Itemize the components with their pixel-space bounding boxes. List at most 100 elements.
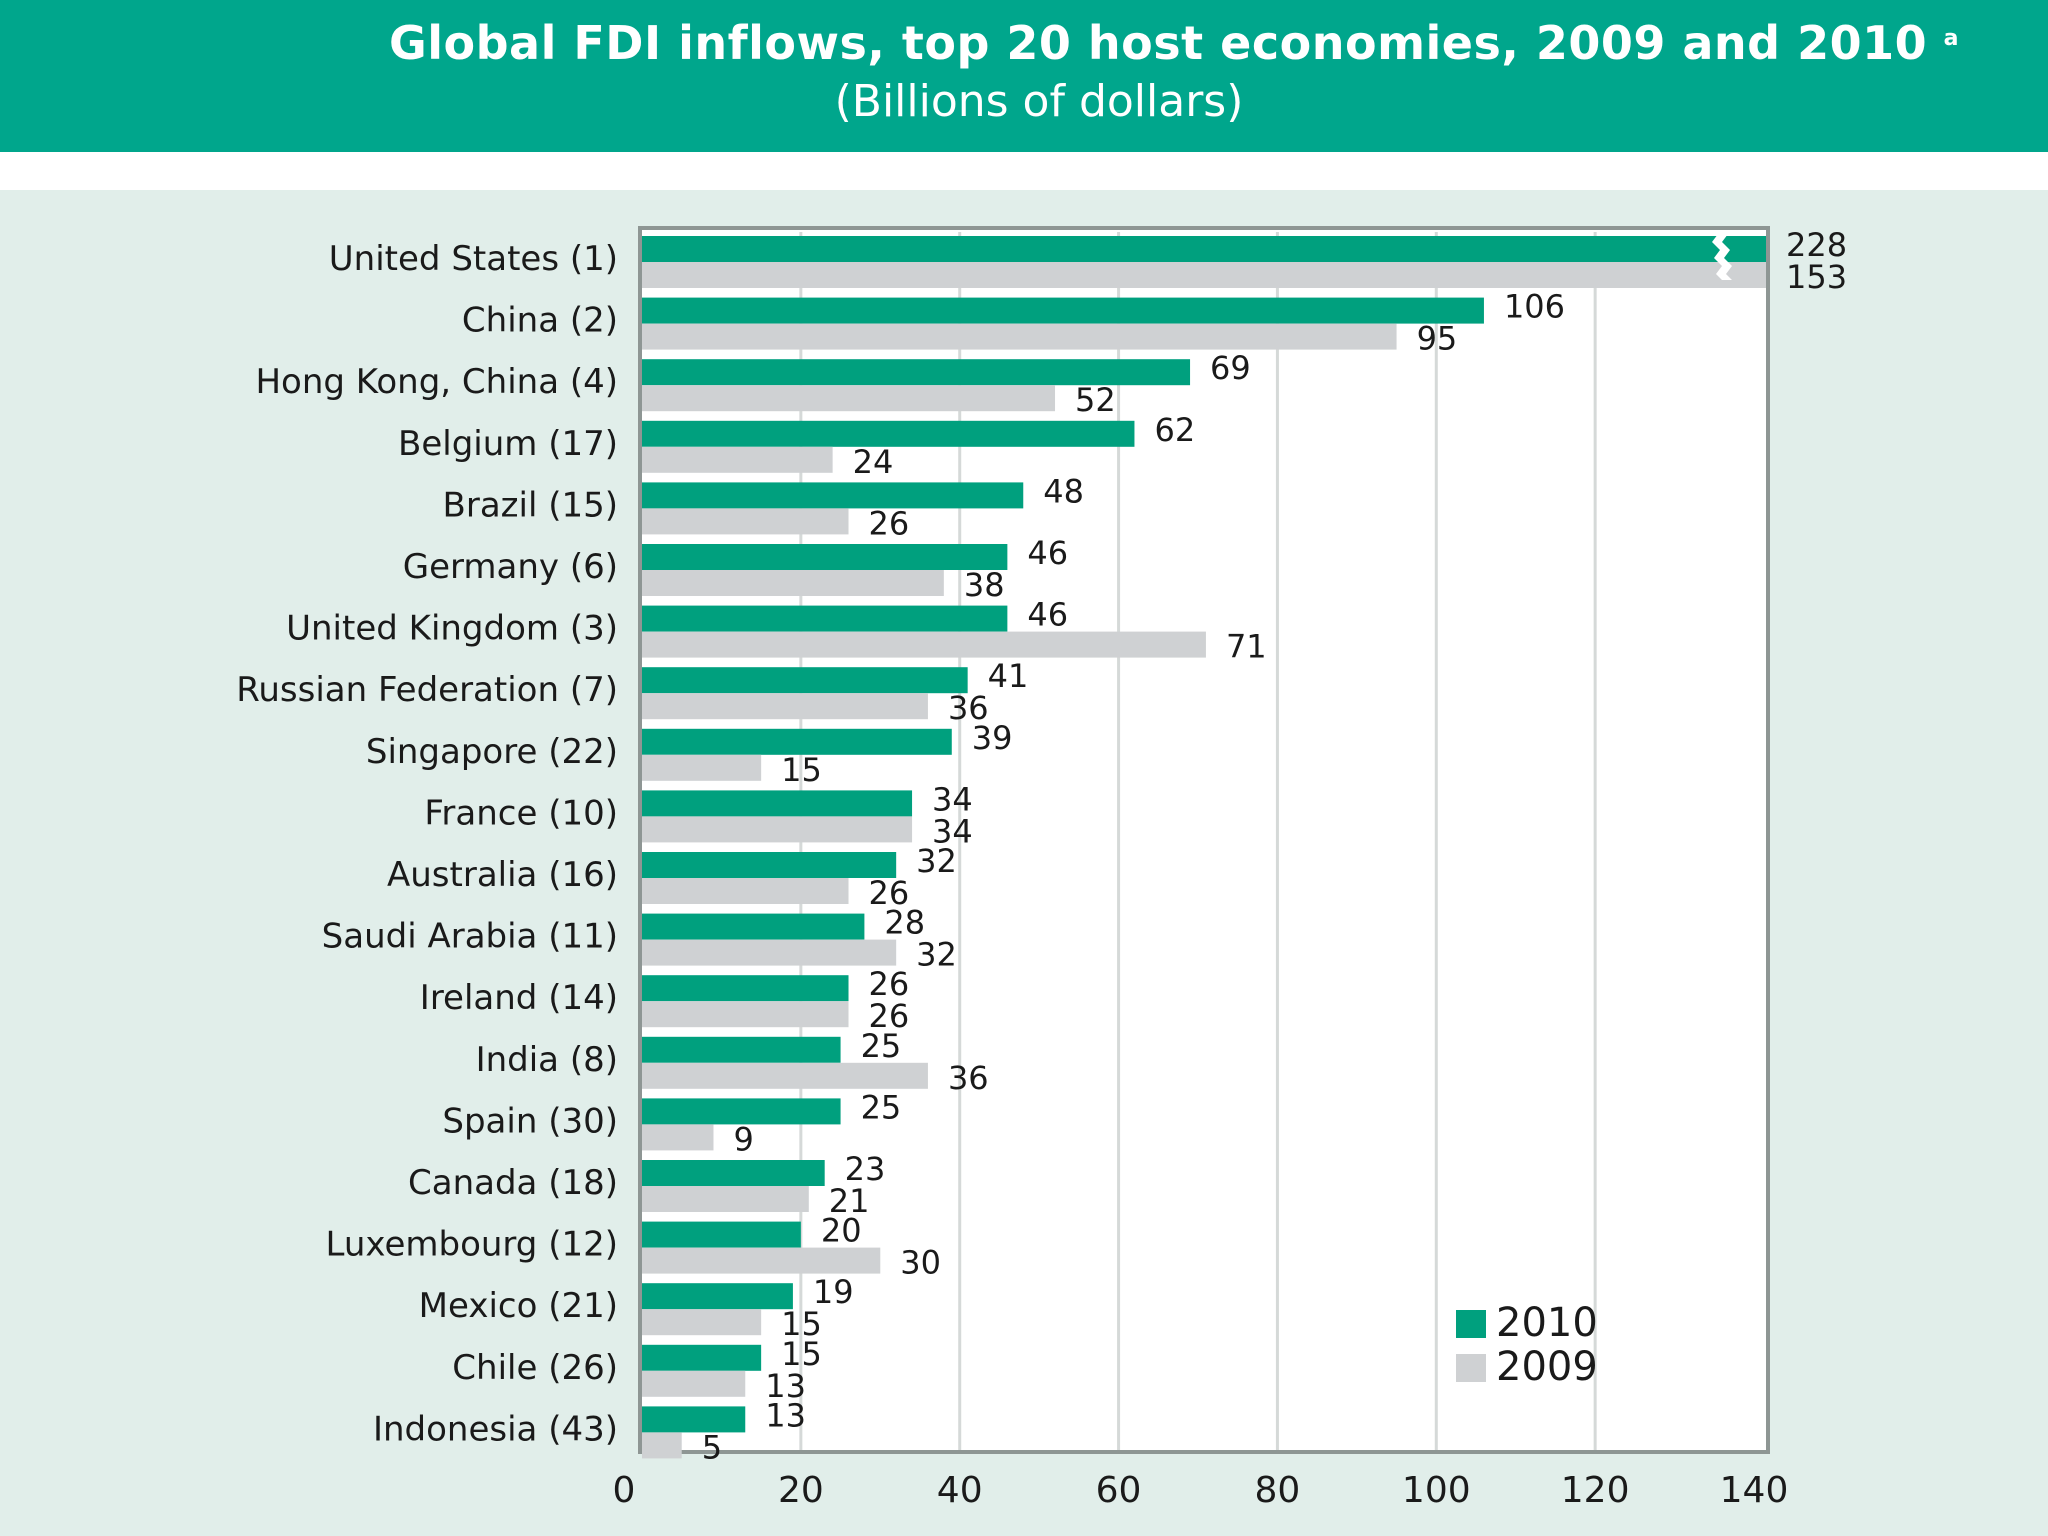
axis-break-mark xyxy=(1712,234,1732,280)
category-label: Luxembourg (12) xyxy=(325,1225,618,1265)
x-tick-label: 80 xyxy=(1255,1470,1301,1511)
bar-2009 xyxy=(642,1186,809,1212)
bar-2010 xyxy=(642,359,1191,386)
data-label-2010: 228 xyxy=(1786,226,1847,264)
category-label: Chile (26) xyxy=(452,1348,618,1388)
x-tick-label: 0 xyxy=(613,1470,636,1511)
bar-2009 xyxy=(642,693,928,720)
bar-2009 xyxy=(642,1432,682,1459)
bar-2009 xyxy=(642,1247,881,1274)
bar-2010 xyxy=(642,482,1024,509)
bar-2010 xyxy=(642,913,865,940)
bar-2010 xyxy=(642,790,913,817)
bar-2009 xyxy=(642,508,849,535)
data-label-2010: 26 xyxy=(869,965,910,1003)
data-label-2010: 13 xyxy=(765,1396,806,1434)
bar-2010 xyxy=(642,297,1484,324)
data-label-2009: 9 xyxy=(733,1120,753,1158)
data-label-2010: 28 xyxy=(884,904,925,942)
data-label-2010: 20 xyxy=(821,1212,862,1250)
chart-title: Global FDI inflows, top 20 host economie… xyxy=(388,16,1928,70)
data-label-2009: 5 xyxy=(702,1428,722,1466)
bar-2009 xyxy=(642,1001,849,1028)
data-label-2009: 24 xyxy=(853,443,894,481)
bar-2010 xyxy=(642,605,1008,632)
bar-2009 xyxy=(642,1370,746,1397)
bar-2009 xyxy=(642,323,1397,350)
data-label-2009: 32 xyxy=(916,936,957,974)
data-label-2010: 34 xyxy=(932,780,973,818)
data-label-2010: 39 xyxy=(972,719,1013,757)
bar-2009 xyxy=(642,262,1766,288)
data-label-2010: 46 xyxy=(1027,534,1068,572)
bar-2010 xyxy=(642,1406,746,1433)
category-label: Russian Federation (7) xyxy=(236,670,618,710)
data-label-2010: 48 xyxy=(1043,472,1084,510)
data-label-2010: 62 xyxy=(1154,411,1195,449)
x-tick-label: 60 xyxy=(1096,1470,1142,1511)
bar-2010 xyxy=(642,1221,801,1248)
category-label: Spain (30) xyxy=(442,1101,618,1141)
legend-label-2010: 2010 xyxy=(1496,1300,1598,1346)
data-label-2010: 46 xyxy=(1027,596,1068,634)
bar-2010 xyxy=(642,1283,793,1310)
chart-subtitle: (Billions of dollars) xyxy=(834,76,1244,127)
category-label: Brazil (15) xyxy=(443,485,618,525)
x-tick-label: 140 xyxy=(1720,1470,1789,1511)
category-label: Canada (18) xyxy=(408,1163,618,1203)
bar-2010 xyxy=(642,667,968,694)
category-label: Singapore (22) xyxy=(366,732,618,772)
category-label: United Kingdom (3) xyxy=(286,609,618,649)
x-tick-label: 100 xyxy=(1402,1470,1471,1511)
bar-2009 xyxy=(642,1124,714,1151)
data-label-2009: 153 xyxy=(1786,258,1847,296)
category-label: Indonesia (43) xyxy=(373,1409,618,1449)
bar-2009 xyxy=(642,631,1206,658)
bar-2010 xyxy=(642,728,952,755)
category-label: Australia (16) xyxy=(387,855,618,895)
bar-2009 xyxy=(642,754,762,781)
data-label-2009: 15 xyxy=(781,751,822,789)
category-label: United States (1) xyxy=(329,239,618,279)
data-label-2009: 34 xyxy=(932,812,973,850)
legend-swatch-2009 xyxy=(1456,1354,1486,1382)
bar-2009 xyxy=(642,446,833,473)
bar-2009 xyxy=(642,1062,928,1089)
x-tick-label: 40 xyxy=(937,1470,983,1511)
category-label: India (8) xyxy=(476,1040,618,1080)
data-label-2010: 23 xyxy=(845,1150,886,1188)
bars xyxy=(642,234,1766,1459)
bar-2010 xyxy=(642,1160,825,1186)
data-label-2010: 41 xyxy=(988,657,1029,695)
data-label-2009: 52 xyxy=(1075,381,1116,419)
bar-2010 xyxy=(642,236,1766,262)
data-label-2009: 95 xyxy=(1417,320,1458,358)
data-label-2010: 15 xyxy=(781,1335,822,1373)
category-label: Ireland (14) xyxy=(420,978,618,1018)
x-tick-label: 20 xyxy=(778,1470,824,1511)
bar-2009 xyxy=(642,939,897,966)
data-label-2009: 36 xyxy=(948,1059,989,1097)
data-label-2009: 13 xyxy=(765,1367,806,1405)
data-label-2009: 30 xyxy=(900,1244,941,1282)
data-label-2009: 15 xyxy=(781,1305,822,1343)
category-label: China (2) xyxy=(462,301,618,341)
category-label: France (10) xyxy=(424,793,618,833)
data-label-2009: 36 xyxy=(948,689,989,727)
category-label: Hong Kong, China (4) xyxy=(255,362,618,402)
data-label-2009: 26 xyxy=(869,997,910,1035)
bar-2009 xyxy=(642,385,1056,412)
data-label-2010: 69 xyxy=(1210,349,1251,387)
bar-2009 xyxy=(642,816,913,843)
category-label: Germany (6) xyxy=(403,547,618,587)
chart-header: Global FDI inflows, top 20 host economie… xyxy=(0,0,2048,152)
legend-label-2009: 2009 xyxy=(1496,1344,1598,1390)
bar-2009 xyxy=(642,570,944,596)
category-label: Belgium (17) xyxy=(398,424,618,464)
bar-2010 xyxy=(642,420,1135,447)
bar-2010 xyxy=(642,544,1008,570)
legend-swatch-2010 xyxy=(1456,1310,1486,1338)
x-tick-label: 120 xyxy=(1561,1470,1630,1511)
bar-2010 xyxy=(642,852,897,878)
